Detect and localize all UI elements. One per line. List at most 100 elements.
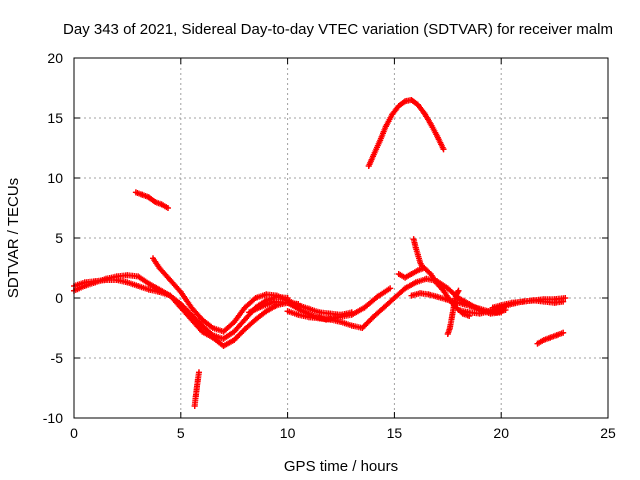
data-point [124, 279, 131, 286]
series-arc-15 [534, 329, 567, 347]
x-tick-label: 15 [387, 425, 403, 441]
y-axis-label: SDTVAR / TECUs [5, 178, 22, 298]
data-point [263, 308, 270, 315]
data-point [252, 295, 259, 301]
data-point [560, 298, 567, 305]
series-arc-5 [191, 369, 202, 409]
data-point [370, 153, 377, 160]
data-point [451, 301, 458, 307]
data-point [408, 292, 415, 299]
data-point [402, 285, 409, 292]
data-point [540, 298, 547, 305]
data-point [92, 278, 99, 285]
data-point [487, 308, 494, 315]
data-point [327, 310, 334, 317]
data-point [177, 304, 184, 311]
data-point [195, 369, 202, 376]
data-point [408, 97, 415, 103]
data-point [145, 286, 152, 293]
data-point [193, 385, 200, 391]
data-point [156, 289, 163, 295]
series-arc-7 [284, 275, 505, 331]
y-tick-label: 0 [55, 290, 63, 306]
data-point [560, 329, 567, 336]
data-point [338, 319, 344, 325]
data-point [519, 298, 526, 305]
data-point [530, 297, 537, 304]
data-point [145, 194, 152, 201]
x-tick-label: 20 [493, 425, 509, 441]
data-point [417, 259, 424, 265]
data-point [209, 334, 216, 341]
data-point [442, 296, 449, 303]
data-point [489, 304, 496, 311]
grid [74, 58, 608, 418]
plus-markers [365, 97, 447, 169]
data-point [395, 103, 402, 109]
x-tick-label: 0 [70, 425, 78, 441]
data-point [199, 316, 206, 323]
data-point [199, 322, 206, 329]
data-point [124, 272, 131, 279]
data-point [150, 255, 157, 262]
y-tick-label: 10 [47, 170, 63, 186]
data-point [389, 111, 396, 118]
series-arc-12 [444, 287, 462, 337]
data-point [453, 291, 460, 298]
data-point [295, 311, 302, 318]
data-point [414, 267, 421, 274]
data-point [376, 139, 383, 145]
data-point [220, 335, 227, 342]
data-point [449, 313, 456, 319]
x-tick-label: 25 [600, 425, 616, 441]
data-point [476, 310, 483, 317]
data-point [508, 299, 515, 306]
data-point [348, 311, 355, 318]
axis-ticks: 0 5 10 15 20 25 -10 -5 0 5 10 15 20 [43, 50, 616, 441]
data-point [158, 201, 165, 208]
data-point [348, 322, 355, 329]
data-point [103, 277, 110, 283]
data-point [419, 263, 426, 270]
data-point [421, 110, 428, 117]
data-point [455, 307, 462, 313]
data-point [167, 292, 174, 299]
data-point [167, 277, 174, 283]
data-point [547, 334, 554, 341]
data-point [412, 279, 419, 286]
data-point [444, 331, 451, 337]
data-point [241, 304, 248, 311]
y-tick-label: -10 [43, 410, 63, 426]
data-point [188, 316, 195, 323]
data-point [263, 291, 270, 298]
data-point [220, 343, 227, 349]
data-point [423, 275, 430, 282]
data-point [284, 308, 291, 315]
series-arc-2 [71, 277, 302, 349]
data-point [498, 302, 505, 309]
data-point [534, 340, 541, 347]
data-point [414, 101, 421, 108]
y-tick-label: 15 [47, 110, 63, 126]
data-point [562, 295, 569, 301]
data-point [553, 332, 560, 339]
data-point [199, 328, 206, 335]
data-point [152, 199, 159, 205]
data-point [316, 309, 323, 316]
data-point [132, 189, 139, 196]
data-point [135, 283, 142, 289]
data-point [164, 205, 171, 211]
data-point [305, 314, 312, 321]
x-axis-label: GPS time / hours [284, 458, 398, 475]
data-point [252, 316, 259, 323]
y-tick-label: 20 [47, 50, 63, 66]
data-point [412, 244, 419, 251]
data-point [391, 295, 398, 301]
data-point [402, 274, 409, 281]
data-point [177, 289, 184, 295]
data-point [468, 303, 475, 310]
data-point [365, 163, 372, 169]
data-point [434, 133, 441, 139]
series-arc-8 [365, 97, 447, 169]
data-point [135, 273, 142, 280]
